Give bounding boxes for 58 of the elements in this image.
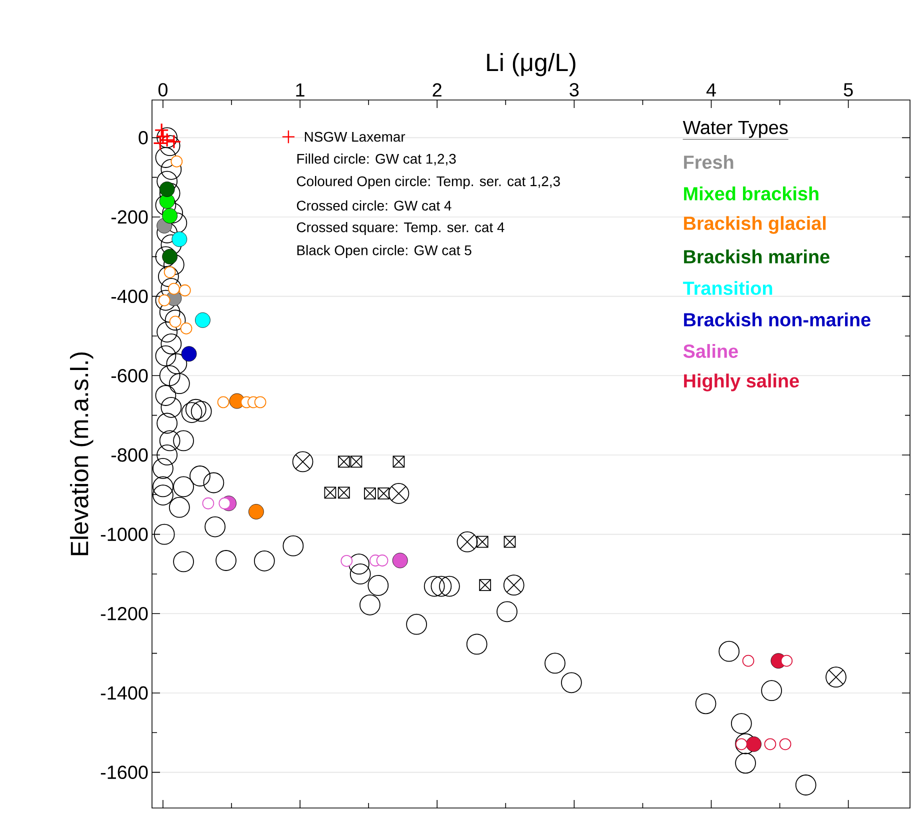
- point: [764, 738, 776, 750]
- point: [217, 396, 230, 408]
- x-tick-label: 1: [296, 83, 304, 96]
- text: Brackish non-marine: [684, 312, 870, 326]
- point: [742, 654, 754, 667]
- point: [779, 738, 792, 750]
- x-tick-label: 4: [706, 83, 716, 96]
- annotation: Crossed square: Temp. ser. cat 4: [296, 222, 504, 235]
- point: [181, 346, 197, 362]
- point: [504, 536, 516, 548]
- point: [292, 451, 314, 472]
- point: [248, 504, 264, 520]
- x-tick-label: 2: [432, 83, 442, 96]
- y-tick-label: -200: [111, 210, 148, 224]
- y-tick-label: -600: [111, 368, 148, 382]
- y-tick-label: -400: [111, 290, 148, 304]
- y-tick-label: -1000: [100, 528, 148, 542]
- y-tick-label: 0: [138, 130, 148, 144]
- point: [254, 396, 266, 408]
- point: [476, 536, 488, 548]
- text: Fresh: [684, 154, 734, 169]
- y-tick-label: -1600: [100, 766, 148, 780]
- y-tick-label: -800: [111, 448, 148, 462]
- text: Transition: [683, 281, 772, 295]
- text: Highly saline: [684, 374, 799, 392]
- x-axis-title: Li (μg/L): [487, 53, 576, 76]
- point: [826, 666, 846, 688]
- point: [746, 736, 762, 752]
- point: [479, 579, 492, 592]
- point: [172, 232, 188, 247]
- text: Mixed brackish: [684, 186, 818, 200]
- point: [503, 574, 524, 596]
- point: [180, 322, 192, 334]
- annotation: Filled circle: GW cat 1,2,3: [297, 154, 456, 166]
- x-tick-label: 3: [570, 83, 579, 96]
- point: [388, 483, 410, 504]
- point: [170, 156, 183, 168]
- y-axis-title: Elevation (m.a.s.l.): [70, 352, 94, 556]
- annotation: Black Open circle: GW cat 5: [297, 245, 472, 258]
- x-tick-label: 0: [158, 83, 168, 96]
- annotation: Crossed circle: GW cat 4: [296, 200, 452, 211]
- point: [340, 554, 353, 567]
- point: [376, 554, 388, 566]
- text: Brackish marine: [684, 250, 830, 264]
- legend-label: NSGW Laxemar: [304, 132, 406, 142]
- text: Brackish glacial: [684, 216, 826, 234]
- y-tick-label: -1400: [100, 686, 148, 700]
- legend-title: Water Types: [682, 120, 788, 138]
- point: [195, 312, 210, 328]
- point: [456, 531, 478, 552]
- text: Saline: [683, 344, 738, 358]
- point: [178, 284, 191, 296]
- point: [780, 654, 793, 667]
- x-tick-label: 5: [844, 83, 853, 96]
- point: [392, 456, 405, 468]
- y-tick-label: -1200: [100, 606, 148, 620]
- point: [392, 552, 408, 568]
- annotation: Coloured Open circle: Temp. ser. cat 1,2,3: [296, 176, 560, 189]
